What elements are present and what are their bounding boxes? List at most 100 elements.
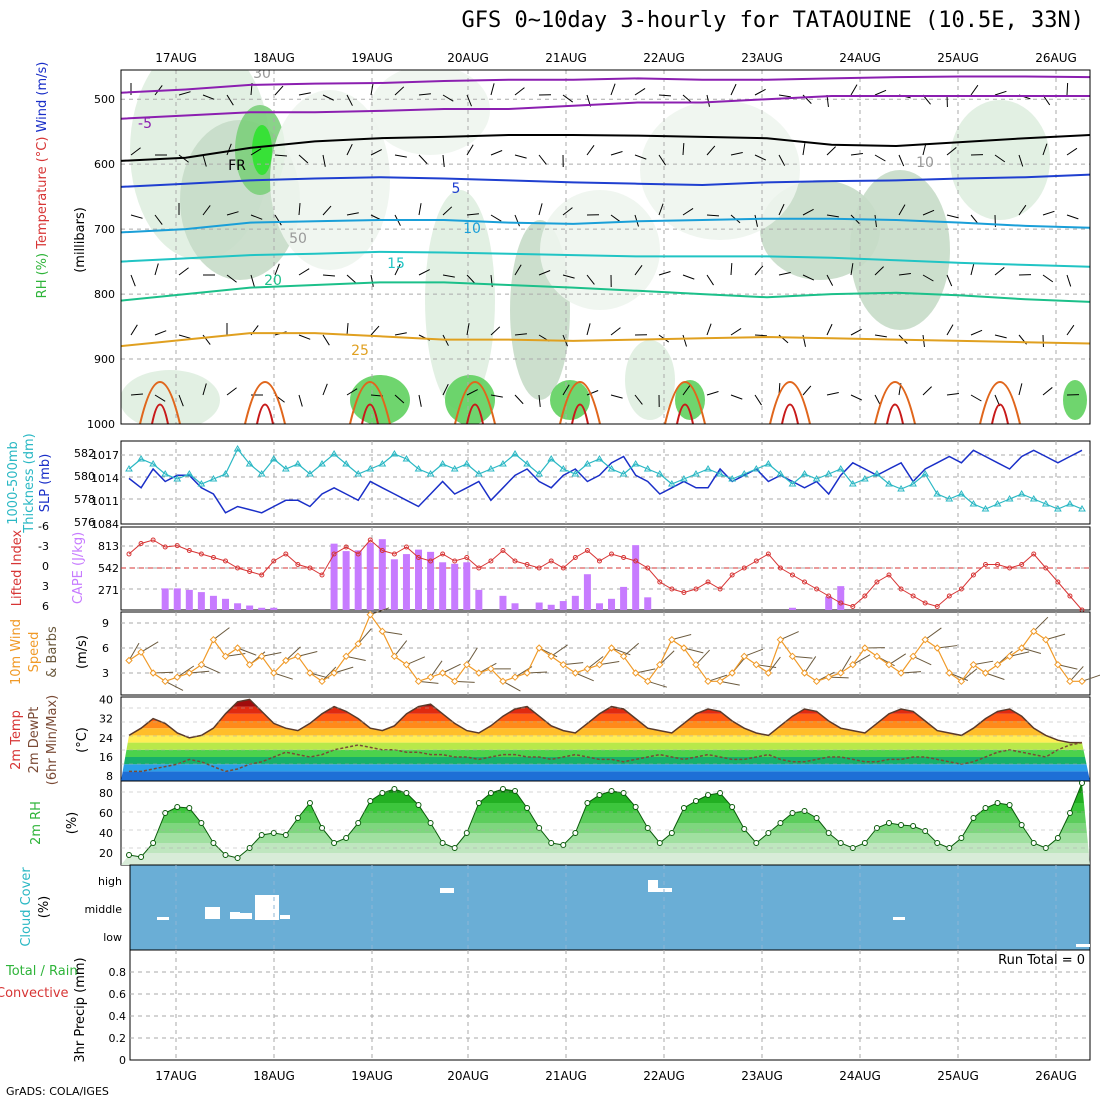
li-point xyxy=(367,537,373,543)
y-tick-label: 0.2 xyxy=(109,1032,127,1045)
cape-bar xyxy=(547,604,555,610)
wind-barb xyxy=(804,656,817,674)
thickness-point xyxy=(523,460,531,467)
cape-bar xyxy=(246,605,254,610)
wind-barb xyxy=(202,94,215,100)
wind-barb xyxy=(1066,82,1069,96)
li-point xyxy=(934,604,940,609)
rh-point xyxy=(620,790,627,796)
wind-barb xyxy=(250,214,263,220)
wind-speed-point xyxy=(330,669,338,677)
thickness-point xyxy=(655,470,664,477)
wind-speed-point xyxy=(800,669,809,677)
li-point xyxy=(247,569,253,574)
rh-band xyxy=(121,823,1090,833)
li-point xyxy=(464,555,470,560)
rh-point xyxy=(162,810,169,816)
cape-ylabel: CAPE (J/kg) xyxy=(71,532,86,604)
li-point xyxy=(1055,579,1061,585)
temp-band xyxy=(121,757,1090,765)
wind-barb xyxy=(1066,324,1075,336)
contour-label: 30 xyxy=(253,66,271,82)
wind-barb xyxy=(826,274,834,286)
li-point xyxy=(826,593,832,599)
wind-speed-point xyxy=(209,635,218,644)
thickness-point xyxy=(897,485,905,492)
thickness-point xyxy=(1053,505,1062,512)
upper-ylabel: RH (%) Temperature (°C) Wind (m/s) xyxy=(35,62,50,299)
thickness-point xyxy=(667,480,676,487)
precip-frame xyxy=(129,949,1091,1061)
thickness-point xyxy=(692,470,700,477)
rh-point xyxy=(270,830,277,836)
rh-shade xyxy=(640,100,800,240)
y-tick-label: 900 xyxy=(94,353,115,366)
wind-barb xyxy=(946,274,953,287)
wind-barb xyxy=(826,146,836,156)
thickness-point xyxy=(402,455,411,462)
li-point xyxy=(970,572,976,578)
thickness-point xyxy=(836,465,845,472)
wind-speed-point xyxy=(161,677,169,686)
rh-point xyxy=(596,792,603,798)
wind-speed-point xyxy=(487,665,495,673)
cloud-block xyxy=(205,907,220,919)
upper-content: 30 50 10 -5 FR 5 10 15 20 25 xyxy=(121,66,1090,424)
wind-barb xyxy=(586,274,595,285)
wind-barb xyxy=(802,143,806,156)
wind-barb xyxy=(610,83,616,96)
cloud-block xyxy=(893,917,905,920)
wind-barb xyxy=(730,83,737,96)
wind-speed-point xyxy=(873,652,881,661)
wind-speed-point xyxy=(885,660,893,669)
rh-point xyxy=(644,825,651,831)
wind-barb xyxy=(346,212,359,216)
isotherm-30 xyxy=(139,381,181,424)
wind-barb xyxy=(898,154,905,167)
wind-barb xyxy=(154,394,166,402)
wind-barb xyxy=(754,154,767,161)
rh-point xyxy=(391,786,398,792)
wind-barb xyxy=(658,203,664,216)
wind-barb xyxy=(538,394,541,407)
wind-speed-point xyxy=(764,669,773,677)
contour-label: 50 xyxy=(289,231,307,247)
thickness-point xyxy=(945,495,954,502)
thickness-point xyxy=(245,460,254,467)
wind-barb xyxy=(973,660,994,666)
wind-barb xyxy=(406,656,426,666)
wind-speed-point xyxy=(776,635,785,644)
thickness-point xyxy=(511,450,519,457)
wind-speed-point xyxy=(559,660,567,669)
left-tick-label: -6 xyxy=(38,520,49,533)
wind-barb xyxy=(154,214,163,225)
y-tick-label: 0.4 xyxy=(109,1010,127,1023)
wind-speed-point xyxy=(233,644,242,652)
rh-point xyxy=(680,805,687,811)
wind-barb xyxy=(634,394,643,405)
cape-bar xyxy=(270,607,278,610)
cape-li-panel: -6 -3 0 3 6 813 542 271 Lifted Index CAPE (J/kg) xyxy=(10,520,1091,613)
cloud-cover-panel: high middle low Cloud Cover (%) xyxy=(19,864,1091,951)
wind-speed-point xyxy=(511,673,519,681)
isotherm-line xyxy=(121,250,1090,268)
li-point xyxy=(271,558,277,564)
wind-speed-point xyxy=(631,669,640,677)
thickness-point xyxy=(752,465,761,472)
wind-barb xyxy=(418,269,430,276)
temp-band xyxy=(121,749,1090,757)
day-label-top: 18AUG xyxy=(253,51,295,65)
li-point xyxy=(150,537,156,543)
li-point xyxy=(295,562,301,567)
rh-point xyxy=(717,790,724,796)
wind-barb xyxy=(706,214,720,217)
wind-barb xyxy=(562,207,573,216)
thickness-point xyxy=(619,470,628,477)
footer-credit: GrADS: COLA/IGES xyxy=(6,1085,109,1098)
dewpt-ylabel: 2m DewPt xyxy=(27,707,42,774)
thickness-point xyxy=(969,500,978,507)
temp-band xyxy=(121,764,1090,772)
isotherm-30 xyxy=(874,381,916,424)
right-tick-label: 1011 xyxy=(91,495,119,508)
wind-barb xyxy=(514,394,524,405)
